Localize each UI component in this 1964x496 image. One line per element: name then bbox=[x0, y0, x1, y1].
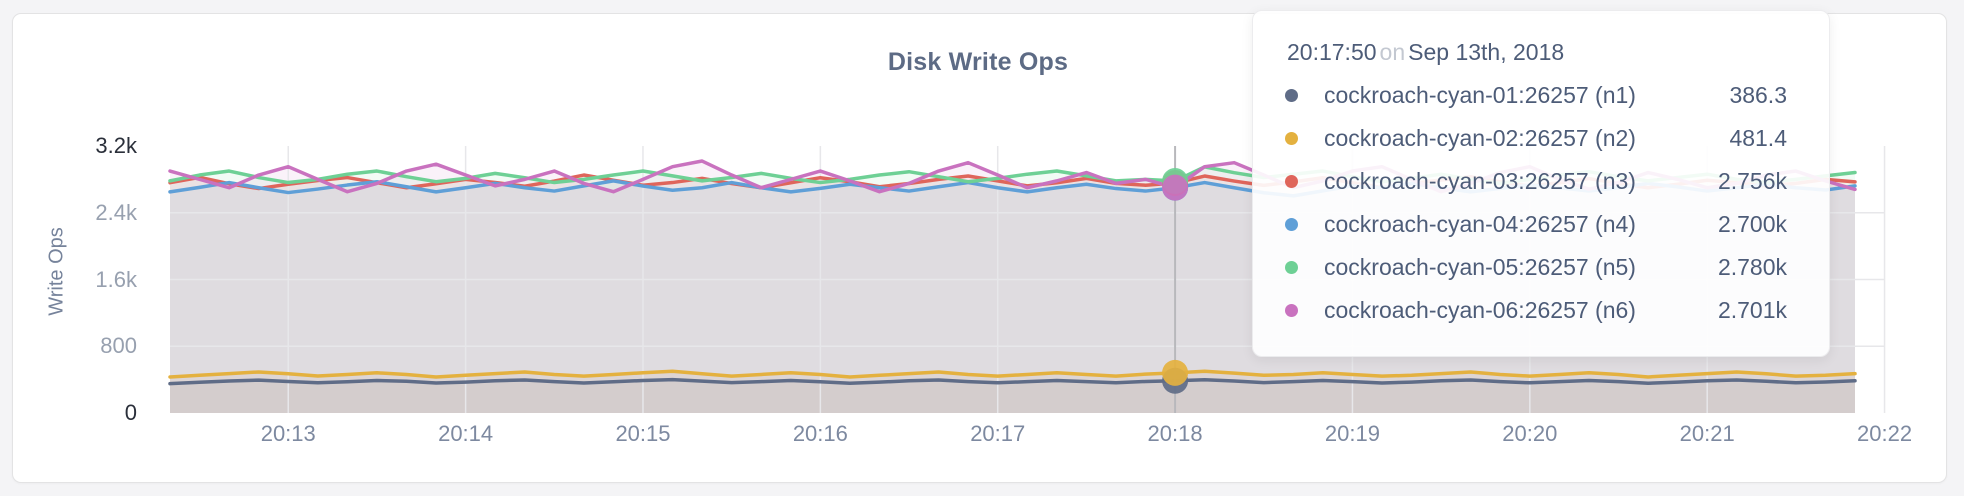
tooltip-series-name: cockroach-cyan-02:26257 (n2) bbox=[1324, 125, 1636, 151]
tooltip-series-value: 2.700k bbox=[1717, 211, 1787, 237]
y-tick-label: 0 bbox=[124, 400, 137, 425]
y-tick-label: 2.4k bbox=[95, 199, 137, 225]
tooltip-series-list: cockroach-cyan-01:26257 (n1) 386.3 cockroa… bbox=[1285, 74, 1787, 332]
tooltip-series-name: cockroach-cyan-03:26257 (n3) bbox=[1324, 168, 1636, 194]
hover-point-dot bbox=[1162, 174, 1189, 201]
x-tick-label: 20:15 bbox=[615, 421, 671, 446]
tooltip-series-name: cockroach-cyan-04:26257 (n4) bbox=[1324, 211, 1636, 237]
x-tick-label: 20:17 bbox=[970, 421, 1026, 446]
tooltip-series-name: cockroach-cyan-06:26257 (n6) bbox=[1324, 297, 1636, 323]
hover-tooltip: 20:17:50 on Sep 13th, 2018 cockroach-cyan-… bbox=[1252, 10, 1830, 357]
x-tick-label: 20:19 bbox=[1324, 421, 1380, 446]
x-tick-label: 20:21 bbox=[1679, 421, 1735, 446]
series-line bbox=[168, 377, 1857, 386]
tooltip-series-value: 2.701k bbox=[1717, 297, 1787, 323]
series-color-dot-icon bbox=[1285, 218, 1298, 231]
series-area bbox=[170, 379, 1855, 413]
tooltip-series-row: cockroach-cyan-03:26257 (n3) 2.756k bbox=[1285, 160, 1787, 203]
tooltip-series-value: 481.4 bbox=[1729, 125, 1787, 151]
x-tick-label: 20:20 bbox=[1502, 421, 1558, 446]
x-tick-label: 20:14 bbox=[438, 421, 494, 446]
tooltip-series-name: cockroach-cyan-01:26257 (n1) bbox=[1324, 82, 1636, 108]
tooltip-series-row: cockroach-cyan-02:26257 (n2) 481.4 bbox=[1285, 117, 1787, 160]
series-line bbox=[168, 369, 1857, 379]
tooltip-series-row: cockroach-cyan-06:26257 (n6) 2.701k bbox=[1285, 289, 1787, 332]
tooltip-series-value: 386.3 bbox=[1729, 82, 1787, 108]
y-tick-label: 800 bbox=[100, 333, 137, 359]
series-color-dot-icon bbox=[1285, 175, 1298, 188]
tooltip-series-row: cockroach-cyan-04:26257 (n4) 2.700k bbox=[1285, 203, 1787, 246]
y-tick-label: 1.6k bbox=[95, 266, 137, 292]
tooltip-series-name: cockroach-cyan-05:26257 (n5) bbox=[1324, 254, 1636, 280]
tooltip-on-word: on bbox=[1379, 39, 1406, 65]
tooltip-time: 20:17:50 bbox=[1287, 39, 1377, 65]
series-color-dot-icon bbox=[1285, 132, 1298, 145]
x-tick-label: 20:18 bbox=[1147, 421, 1203, 446]
series-color-dot-icon bbox=[1285, 89, 1298, 102]
tooltip-series-row: cockroach-cyan-01:26257 (n1) 386.3 bbox=[1285, 74, 1787, 117]
x-tick-label: 20:13 bbox=[260, 421, 316, 446]
tooltip-date: Sep 13th, 2018 bbox=[1408, 39, 1565, 65]
tooltip-series-row: cockroach-cyan-05:26257 (n5) 2.780k bbox=[1285, 246, 1787, 289]
series-color-dot-icon bbox=[1285, 261, 1298, 274]
tooltip-series-value: 2.780k bbox=[1717, 254, 1787, 280]
chart-title: Disk Write Ops bbox=[887, 48, 1069, 76]
x-tick-label: 20:22 bbox=[1857, 421, 1913, 446]
tooltip-series-value: 2.756k bbox=[1717, 168, 1787, 194]
y-tick-label: 3.2k bbox=[95, 133, 137, 158]
hover-point-dot bbox=[1162, 359, 1189, 386]
series-color-dot-icon bbox=[1285, 304, 1298, 317]
x-tick-label: 20:16 bbox=[792, 421, 848, 446]
tooltip-header: 20:17:50 on Sep 13th, 2018 bbox=[1287, 39, 1787, 66]
